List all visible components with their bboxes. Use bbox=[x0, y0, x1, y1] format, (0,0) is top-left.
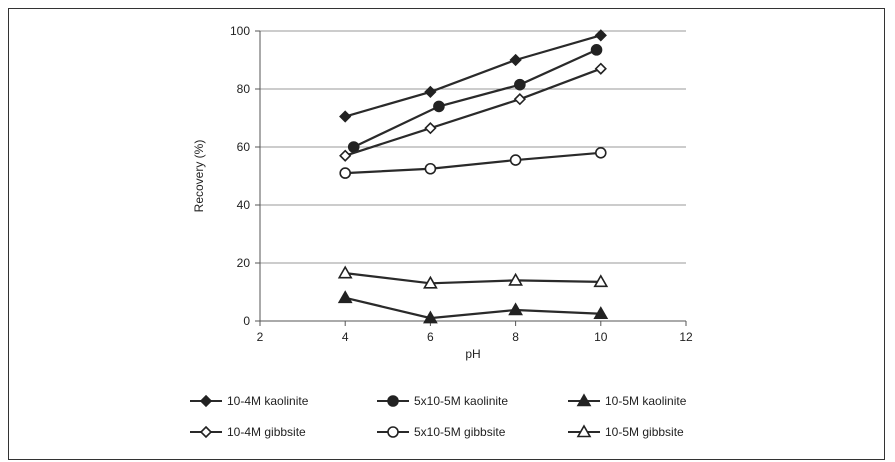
data-point bbox=[424, 122, 437, 135]
series-line bbox=[353, 48, 597, 148]
y-tick-label: 60 bbox=[237, 140, 251, 154]
legend-item: 10-4M kaolinite bbox=[190, 394, 309, 408]
x-tick-label: 12 bbox=[679, 330, 693, 344]
series-3 bbox=[339, 62, 607, 162]
legend-marker bbox=[576, 393, 592, 407]
legend-label: 5x10-5M kaolinite bbox=[414, 394, 508, 408]
legend-label: 10-4M kaolinite bbox=[227, 394, 309, 408]
series-line bbox=[345, 151, 601, 175]
series-line bbox=[344, 67, 602, 157]
legend-marker bbox=[387, 395, 399, 407]
axes bbox=[259, 31, 686, 322]
series-0 bbox=[339, 29, 607, 123]
series-line bbox=[344, 296, 601, 320]
y-tick-label: 40 bbox=[237, 198, 251, 212]
series-4 bbox=[339, 147, 607, 179]
data-point bbox=[590, 44, 603, 56]
data-point bbox=[594, 62, 607, 75]
data-point bbox=[513, 93, 526, 106]
x-tick-label: 8 bbox=[512, 330, 519, 344]
data-point bbox=[339, 167, 352, 179]
legend-item: 5x10-5M gibbsite bbox=[377, 425, 506, 439]
y-tick-label: 80 bbox=[237, 82, 251, 96]
legend-item: 10-5M kaolinite bbox=[568, 393, 687, 408]
x-tick-label: 6 bbox=[427, 330, 434, 344]
data-point bbox=[337, 290, 353, 304]
y-axis-title: Recovery (%) bbox=[192, 140, 206, 213]
legend-marker bbox=[387, 426, 399, 438]
data-point bbox=[424, 162, 437, 175]
data-point bbox=[423, 275, 438, 289]
data-point bbox=[339, 149, 352, 162]
y-tick-label: 20 bbox=[237, 256, 251, 270]
x-axis-title: pH bbox=[465, 347, 480, 361]
data-point bbox=[593, 274, 609, 288]
y-tick-label: 0 bbox=[243, 314, 250, 328]
data-point bbox=[424, 85, 437, 99]
data-point bbox=[514, 78, 526, 91]
data-point bbox=[594, 29, 607, 42]
legend-label: 5x10-5M gibbsite bbox=[414, 425, 506, 439]
gridlines bbox=[260, 30, 686, 264]
data-point bbox=[347, 141, 360, 153]
data-point bbox=[509, 154, 522, 166]
legend-marker bbox=[576, 424, 592, 438]
data-point bbox=[423, 310, 438, 324]
x-tick-label: 4 bbox=[342, 330, 349, 344]
data-point bbox=[593, 306, 609, 320]
series-line bbox=[344, 34, 602, 118]
data-point bbox=[339, 110, 352, 123]
legend-item: 10-4M gibbsite bbox=[190, 425, 306, 439]
legend-label: 10-5M kaolinite bbox=[605, 394, 687, 408]
legend-item: 5x10-5M kaolinite bbox=[377, 394, 508, 408]
series-2 bbox=[337, 290, 609, 324]
data-point bbox=[433, 100, 445, 113]
chart-frame bbox=[8, 8, 885, 460]
tick-labels: 0 20 40 60 80 100 2 4 6 8 10 12 bbox=[230, 24, 693, 344]
legend: 10-4M kaolinite 5x10-5M kaolinite 10-5M ka… bbox=[190, 393, 687, 439]
legend-item: 10-5M gibbsite bbox=[568, 424, 684, 439]
series-5 bbox=[337, 265, 609, 289]
series-group bbox=[337, 29, 609, 324]
legend-marker bbox=[199, 394, 213, 408]
series-line bbox=[345, 272, 601, 285]
x-tick-label: 10 bbox=[594, 330, 608, 344]
legend-label: 10-4M gibbsite bbox=[227, 425, 306, 439]
data-point bbox=[509, 53, 522, 67]
data-point bbox=[337, 265, 353, 279]
legend-label: 10-5M gibbsite bbox=[605, 425, 684, 439]
data-point bbox=[508, 302, 523, 316]
x-tick-label: 2 bbox=[257, 330, 264, 344]
data-point bbox=[508, 272, 523, 286]
y-tick-label: 100 bbox=[230, 24, 250, 38]
series-1 bbox=[347, 44, 603, 153]
legend-marker bbox=[199, 425, 213, 439]
data-point bbox=[594, 147, 607, 159]
